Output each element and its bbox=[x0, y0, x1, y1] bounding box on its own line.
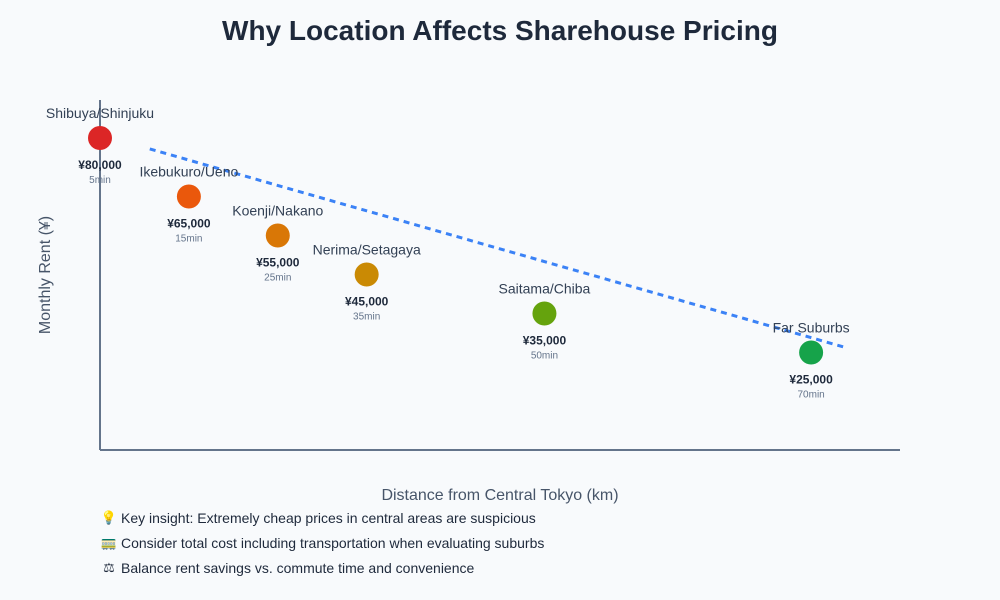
point-label: Nerima/Setagaya bbox=[313, 242, 421, 258]
lightbulb-icon: 💡 bbox=[100, 509, 118, 525]
note-text: Balance rent savings vs. commute time an… bbox=[121, 559, 475, 576]
data-point bbox=[88, 126, 112, 150]
train-icon: 🚃 bbox=[100, 534, 118, 550]
price-label: ¥45,000 bbox=[345, 295, 389, 309]
point-label: Shibuya/Shinjuku bbox=[46, 105, 154, 121]
commute-label: 15min bbox=[175, 234, 202, 245]
commute-label: 25min bbox=[264, 273, 291, 284]
balance-scale-icon: ⚖ bbox=[103, 559, 115, 575]
y-axis-label: Monthly Rent (¥) bbox=[37, 216, 54, 334]
price-label: ¥55,000 bbox=[256, 256, 300, 270]
price-label: ¥65,000 bbox=[167, 217, 211, 231]
point-label: Ikebukuro/Ueno bbox=[139, 164, 238, 180]
note-item: ⚖ Balance rent savings vs. commute time a… bbox=[100, 555, 544, 580]
x-axis-label: Distance from Central Tokyo (km) bbox=[381, 487, 618, 504]
price-label: ¥25,000 bbox=[789, 373, 833, 387]
chart-title: Why Location Affects Sharehouse Pricing bbox=[222, 15, 778, 46]
price-label: ¥80,000 bbox=[78, 158, 122, 172]
data-point bbox=[532, 301, 557, 326]
note-text: Key insight: Extremely cheap prices in c… bbox=[121, 509, 536, 526]
commute-label: 50min bbox=[531, 351, 558, 362]
data-point bbox=[354, 262, 379, 287]
note-item: 💡 Key insight: Extremely cheap prices in … bbox=[100, 505, 544, 530]
commute-label: 5min bbox=[89, 175, 111, 186]
point-label: Koenji/Nakano bbox=[232, 203, 323, 219]
data-point bbox=[265, 223, 290, 248]
price-label: ¥35,000 bbox=[523, 334, 567, 348]
note-item: 🚃 Consider total cost including transport… bbox=[100, 530, 544, 555]
data-point bbox=[799, 340, 824, 365]
point-label: Saitama/Chiba bbox=[499, 281, 591, 297]
notes-list: 💡 Key insight: Extremely cheap prices in … bbox=[100, 505, 544, 580]
point-label: Far Suburbs bbox=[773, 320, 850, 336]
commute-label: 70min bbox=[797, 390, 824, 401]
note-text: Consider total cost including transporta… bbox=[121, 534, 545, 551]
data-point bbox=[176, 184, 201, 209]
commute-label: 35min bbox=[353, 312, 380, 323]
trend-line bbox=[149, 147, 848, 350]
